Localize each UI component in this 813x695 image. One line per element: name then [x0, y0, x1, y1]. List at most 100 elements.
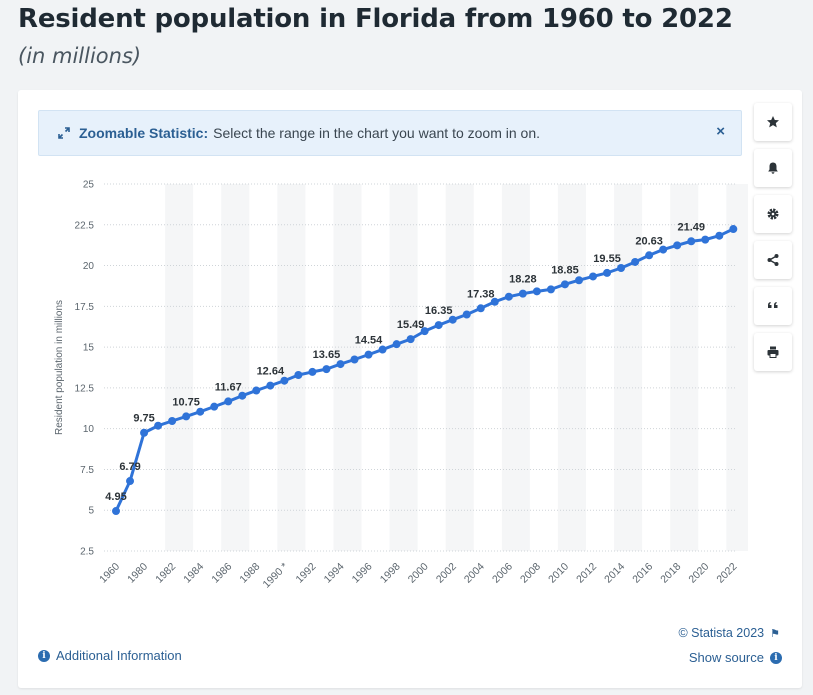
data-point — [659, 245, 668, 254]
x-tick-label: 1960 — [97, 561, 122, 586]
print-button[interactable] — [754, 333, 792, 371]
data-point — [252, 386, 261, 395]
background-band — [333, 184, 362, 551]
close-icon[interactable]: × — [716, 123, 725, 140]
cite-button[interactable] — [754, 287, 792, 325]
page-subtitle: (in millions) — [18, 44, 142, 68]
y-tick-label: 7.5 — [80, 465, 94, 476]
data-label: 18.28 — [509, 274, 537, 286]
copyright-label: © Statista 2023 — [678, 626, 765, 640]
y-tick-label: 2.5 — [80, 547, 94, 558]
data-point — [448, 315, 457, 324]
x-tick-label: 1990 * — [261, 561, 291, 591]
data-label: 19.55 — [593, 253, 621, 265]
data-label: 12.64 — [257, 366, 285, 378]
background-band — [726, 184, 748, 551]
data-label: 14.54 — [355, 335, 383, 347]
y-tick-label: 22.5 — [75, 220, 95, 231]
y-tick-label: 20 — [83, 261, 95, 272]
data-point — [322, 365, 331, 374]
background-band — [557, 184, 587, 551]
data-label: 21.49 — [677, 221, 705, 233]
data-point — [546, 285, 555, 294]
data-point — [294, 371, 303, 380]
background-band — [277, 184, 306, 551]
data-point — [490, 297, 499, 306]
data-point — [645, 251, 654, 260]
x-tick-label: 2000 — [406, 561, 431, 586]
data-label: 9.75 — [133, 413, 154, 425]
data-point — [280, 376, 289, 385]
x-tick-label: 1994 — [322, 561, 347, 586]
y-axis-label: Resident population in millions — [54, 300, 65, 435]
page-title: Resident population in Florida from 1960… — [18, 4, 733, 34]
data-point — [687, 237, 696, 246]
print-icon — [767, 346, 779, 358]
x-tick-label: 2014 — [602, 561, 627, 586]
data-point — [168, 417, 177, 426]
zoom-banner-text: Select the range in the chart you want t… — [213, 125, 541, 141]
share-icon — [767, 254, 779, 266]
quote-icon — [768, 302, 778, 308]
data-point — [378, 345, 387, 354]
background-band — [501, 184, 530, 551]
notification-button[interactable] — [754, 149, 792, 187]
data-point — [196, 407, 205, 416]
chart-toolbar — [754, 103, 792, 379]
data-point — [126, 477, 135, 486]
additional-information-link[interactable]: i Additional Information — [38, 648, 182, 663]
data-point — [532, 287, 541, 296]
show-source-link[interactable]: Show source i — [689, 650, 782, 665]
info-icon: i — [38, 649, 50, 662]
data-point — [112, 507, 120, 516]
y-tick-label: 5 — [88, 506, 94, 517]
y-tick-label: 17.5 — [75, 302, 95, 313]
background-band — [614, 184, 643, 551]
x-tick-label: 2002 — [434, 561, 459, 586]
share-button[interactable] — [754, 241, 792, 279]
data-point — [406, 335, 415, 344]
data-point — [617, 264, 626, 273]
background-band — [165, 184, 194, 551]
data-point — [308, 367, 317, 376]
info-icon: i — [770, 651, 782, 664]
data-label: 16.35 — [425, 305, 453, 317]
zoom-banner-strong: Zoomable Statistic: — [79, 125, 209, 141]
data-label: 13.65 — [313, 349, 341, 361]
bell-icon — [768, 162, 778, 174]
data-label: 6.79 — [119, 461, 140, 473]
data-label: 17.38 — [467, 288, 495, 300]
line-chart[interactable]: 2.5 5 7.5 10 12.5 15 17.5 20 22.5 25 Resident popu… — [38, 170, 748, 610]
data-point — [238, 391, 247, 400]
favorite-button[interactable] — [754, 103, 792, 141]
data-point — [182, 412, 191, 421]
data-point — [715, 231, 724, 240]
data-label: 11.67 — [215, 381, 242, 393]
data-point — [154, 421, 163, 430]
copyright-link[interactable]: © Statista 2023 ⚑ — [678, 626, 780, 640]
settings-button[interactable] — [754, 195, 792, 233]
data-point — [560, 280, 569, 289]
x-tick-label: 1986 — [209, 561, 234, 586]
x-tick-label: 1980 — [125, 561, 150, 586]
x-tick-label: 2004 — [462, 561, 487, 586]
data-point — [434, 321, 443, 330]
background-band — [445, 184, 474, 551]
data-point — [364, 350, 373, 359]
x-tick-label: 2020 — [686, 561, 711, 586]
flag-icon: ⚑ — [770, 627, 780, 640]
data-point — [701, 235, 710, 244]
data-point — [589, 272, 598, 281]
x-tick-label: 2008 — [518, 561, 543, 586]
x-tick-label: 1992 — [294, 561, 319, 586]
data-point — [392, 340, 401, 349]
data-label: 10.75 — [172, 396, 200, 408]
x-tick-label: 2012 — [574, 561, 599, 586]
gear-icon — [767, 208, 779, 220]
x-tick-label: 1988 — [237, 561, 262, 586]
x-tick-label: 2010 — [546, 561, 571, 586]
data-point — [518, 289, 527, 298]
y-tick-label: 10 — [83, 424, 95, 435]
star-icon — [767, 116, 779, 128]
x-tick-label: 2006 — [490, 561, 515, 586]
